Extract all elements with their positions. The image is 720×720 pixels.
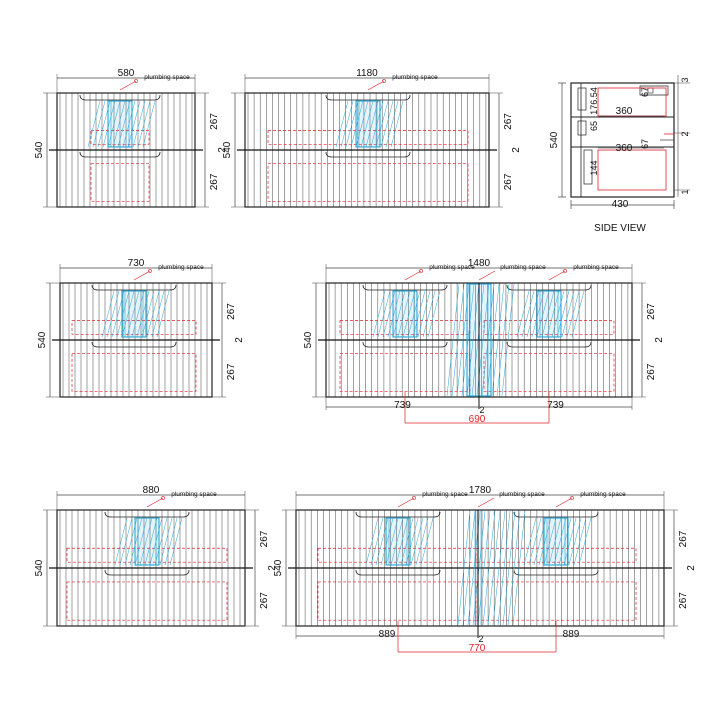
vanity-u580: plumbing space 580 540 267 267 2 [34, 68, 228, 208]
right-half-dimension: 889 [563, 629, 580, 640]
drawer-box-top [267, 130, 469, 145]
side-gap-3: 3 [680, 77, 690, 82]
side-view-outline [570, 82, 675, 198]
drawer-box-top [71, 320, 197, 335]
drawer-box-bottom [317, 581, 479, 621]
side-depth-label: 430 [612, 199, 629, 210]
lower-drawer-dimension: 267 [503, 173, 514, 190]
side-gap-1: 1 [680, 189, 690, 194]
height-dimension: 540 [34, 559, 45, 576]
gap-dimension: 2 [511, 147, 522, 153]
gap-dimension: 2 [267, 565, 278, 571]
upper-drawer-dimension: 267 [226, 303, 237, 320]
plumbing-space-label: plumbing space [499, 491, 545, 498]
vanity-u1180: plumbing space 1180 540 267 267 2 [222, 68, 522, 208]
width-dimension: 1180 [356, 68, 378, 79]
side-dim-67a: 67 [640, 87, 650, 97]
gap-dimension: 2 [234, 337, 245, 343]
height-dimension: 540 [273, 559, 284, 576]
drawer-box-bottom [475, 581, 637, 621]
side-drawer-bottom [597, 149, 667, 191]
plumbing-space-label: plumbing space [158, 264, 204, 271]
lower-drawer-dimension: 267 [226, 363, 237, 380]
gap-dimension: 2 [654, 337, 665, 343]
side-dim-176: 176.54 [589, 87, 599, 115]
lower-drawer-dimension: 267 [678, 592, 689, 609]
plumbing-space-label: plumbing space [422, 491, 468, 498]
plumbing-space-label: plumbing space [500, 264, 546, 271]
upper-drawer-dimension: 267 [503, 113, 514, 130]
side-dim-144: 144 [589, 160, 599, 175]
drawer-box-bottom [71, 353, 197, 392]
lower-drawer-dimension: 267 [259, 592, 270, 609]
upper-drawer-dimension: 267 [646, 303, 657, 320]
lower-drawer-dimension: 267 [209, 173, 220, 190]
gap-dimension: 2 [686, 565, 697, 571]
width-dimension: 730 [128, 258, 145, 269]
side-dim-360b: 360 [616, 143, 633, 154]
side-view: 540 430 176.54 67 360 65 67 360 144 3 2 … [549, 75, 690, 234]
upper-drawer-dimension: 267 [209, 113, 220, 130]
basin-centers-dimension: 770 [469, 643, 486, 654]
drawer-box-top [475, 547, 637, 563]
lower-drawer-dimension: 267 [646, 363, 657, 380]
side-gap-2: 2 [680, 131, 690, 136]
drawer-box-bottom [339, 353, 471, 392]
plumbing-space-label: plumbing space [171, 491, 217, 498]
drawer-box-bottom [483, 353, 615, 392]
vanity-u1480: plumbing space plumbing space plumbing spa… [303, 258, 665, 425]
height-dimension: 540 [34, 141, 45, 158]
side-dim-67b: 67 [640, 139, 650, 149]
drawer-box-top [66, 547, 228, 563]
width-dimension: 580 [118, 68, 135, 79]
width-dimension: 880 [143, 485, 160, 496]
center-gap-dimension: 2 [478, 634, 483, 644]
height-dimension: 540 [37, 331, 48, 348]
plumbing-space-label: plumbing space [429, 264, 475, 271]
drawer-box-top [90, 130, 150, 145]
width-dimension: 1480 [468, 258, 491, 269]
drawer-box-top [483, 320, 615, 335]
gap-dimension: 2 [217, 147, 228, 153]
right-half-dimension: 739 [547, 400, 564, 411]
plumbing-space-label: plumbing space [144, 74, 190, 81]
vanity-u730: plumbing space 730 540 267 267 2 [37, 258, 245, 398]
left-half-dimension: 739 [394, 400, 411, 411]
upper-drawer-dimension: 267 [259, 530, 270, 547]
height-dimension: 540 [222, 141, 233, 158]
basin-centers-dimension: 690 [469, 414, 486, 425]
side-height-label: 540 [549, 131, 560, 148]
plumbing-space-label: plumbing space [573, 264, 619, 271]
side-dim-65: 65 [589, 121, 599, 131]
left-half-dimension: 889 [379, 629, 396, 640]
side-dim-360a: 360 [616, 106, 633, 117]
drawer-box-bottom [267, 163, 469, 202]
plumbing-space-label: plumbing space [580, 491, 626, 498]
vanity-u880: plumbing space 880 540 267 267 2 [34, 485, 278, 627]
upper-drawer-dimension: 267 [678, 530, 689, 547]
side-view-title: SIDE VIEW [594, 223, 646, 234]
vanity-u1780: plumbing space plumbing space plumbing spa… [273, 485, 697, 654]
plumbing-space-label: plumbing space [392, 74, 438, 81]
height-dimension: 540 [303, 331, 314, 348]
width-dimension: 1780 [469, 485, 492, 496]
drawer-box-bottom [90, 163, 150, 202]
center-gap-dimension: 2 [479, 405, 484, 415]
drawer-box-bottom [66, 581, 228, 621]
